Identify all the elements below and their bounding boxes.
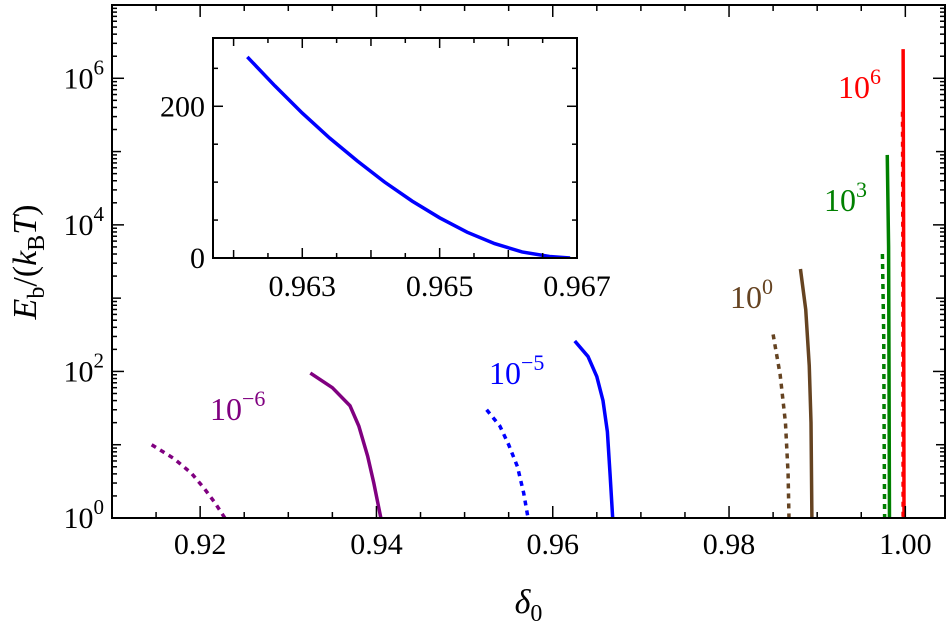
series-line-5-dashed bbox=[771, 334, 791, 518]
curve-label-2: 10−5 bbox=[489, 350, 544, 391]
y-axis-label: Eb/(kBT) bbox=[7, 205, 50, 321]
inset-x-tick-label: 0.963 bbox=[269, 270, 337, 303]
x-tick-label: 0.94 bbox=[350, 528, 403, 561]
series-line-6-solid bbox=[885, 154, 892, 518]
series-line-1-dashed bbox=[150, 443, 227, 518]
series-line-2-solid bbox=[573, 339, 615, 518]
inset-y-tick-label: 0 bbox=[190, 242, 205, 275]
y-tick-label: 100 bbox=[64, 495, 105, 535]
y-tick-label: 102 bbox=[64, 348, 105, 388]
x-tick-label: 0.96 bbox=[526, 528, 579, 561]
inset-frame bbox=[212, 37, 578, 259]
series-line-7-dashed bbox=[880, 253, 887, 518]
curve-label-4: 100 bbox=[730, 274, 773, 315]
main-ticks bbox=[111, 5, 945, 519]
series-line-4-solid bbox=[798, 268, 814, 518]
series-line-0-solid bbox=[309, 371, 383, 518]
series-line-3-dashed bbox=[485, 408, 530, 518]
inset-x-tick-label: 0.965 bbox=[406, 270, 474, 303]
main-plot-frame bbox=[111, 4, 946, 519]
curve-label-0: 10−6 bbox=[210, 386, 265, 427]
y-tick-label: 104 bbox=[64, 202, 105, 242]
curve-group bbox=[150, 49, 906, 518]
inset-x-tick-label: 0.967 bbox=[543, 270, 611, 303]
inset-plot: 0.963 0.965 0.967 0 200 bbox=[160, 37, 611, 303]
inset-series-line-0 bbox=[246, 55, 571, 258]
main-plot: 10−6 10−5 100 103 106 0.92 0.94 0.96 0.98 1.00 100… bbox=[7, 4, 946, 625]
curve-label-6: 103 bbox=[824, 177, 867, 218]
y-tick-label: 106 bbox=[64, 55, 105, 95]
x-tick-label: 0.98 bbox=[703, 528, 756, 561]
x-tick-label: 0.92 bbox=[174, 528, 227, 561]
inset-y-tick-label: 200 bbox=[160, 90, 205, 123]
x-tick-label: 1.00 bbox=[879, 528, 932, 561]
curve-label-8: 106 bbox=[838, 64, 881, 105]
x-axis-label: δ0 bbox=[515, 584, 543, 625]
